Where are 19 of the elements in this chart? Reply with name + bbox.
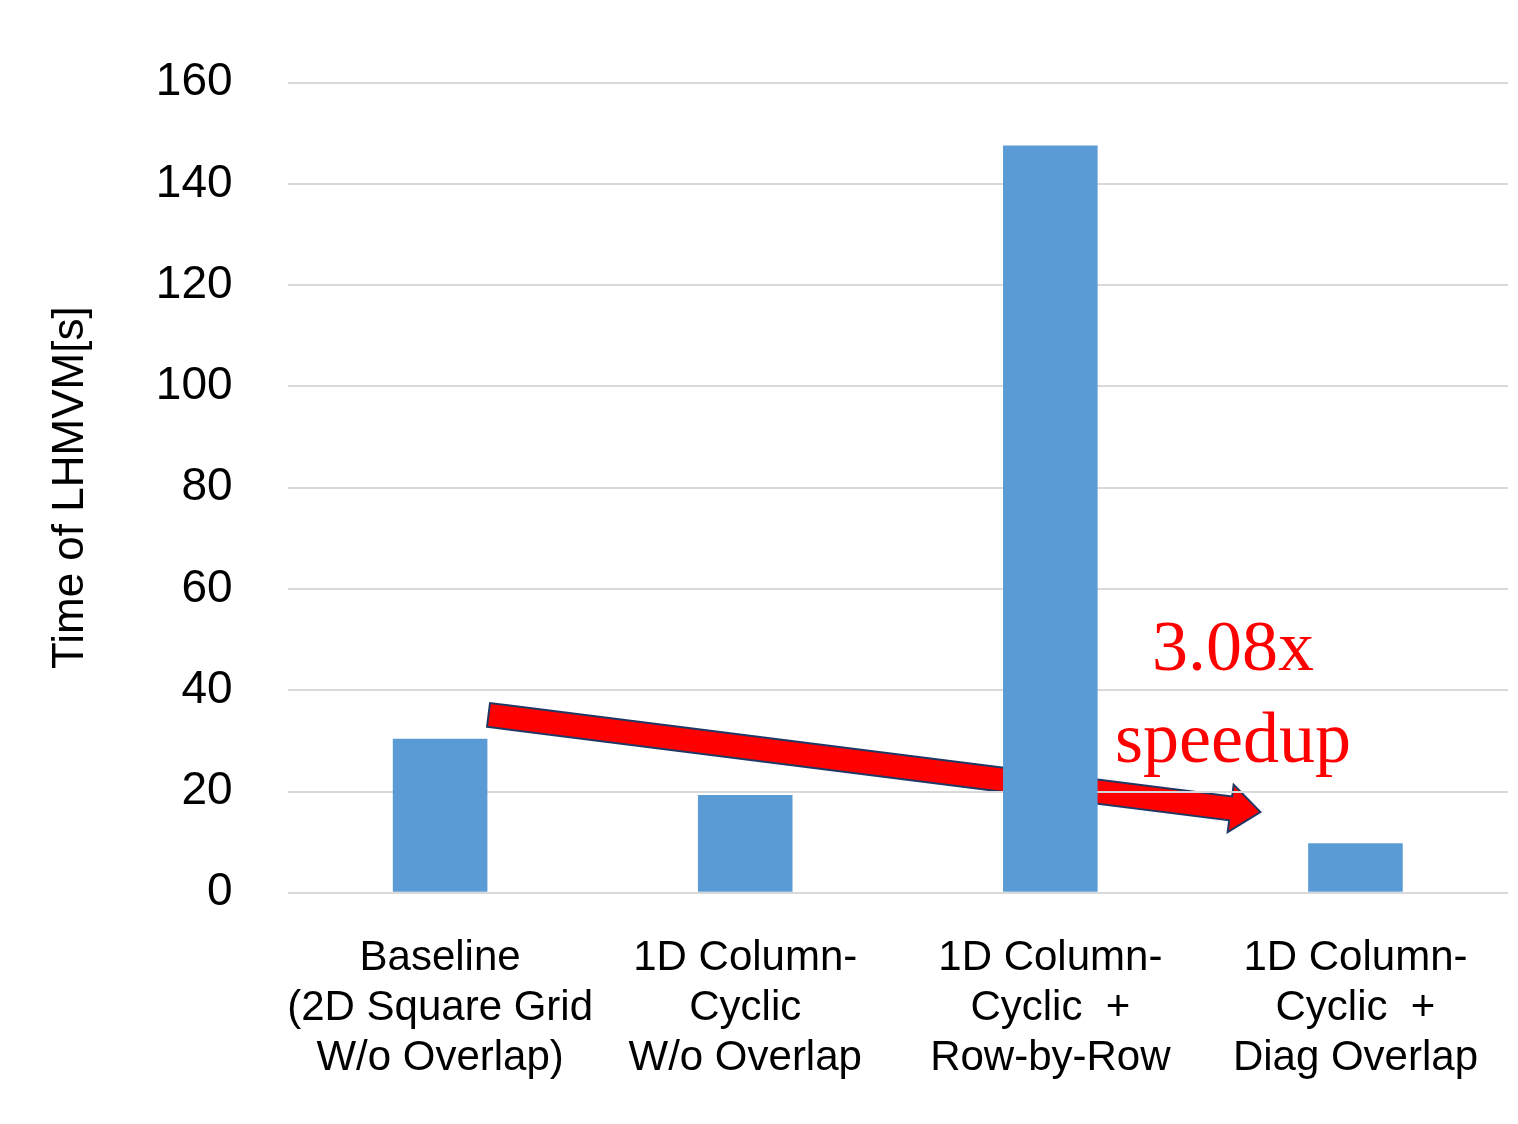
bar xyxy=(1308,843,1403,892)
bar xyxy=(1003,145,1098,892)
y-axis-title: Time of LHMVM[s] xyxy=(42,306,92,670)
y-tick-label: 120 xyxy=(155,255,233,308)
y-tick-label: 140 xyxy=(155,154,233,207)
y-tick-label: 40 xyxy=(181,660,233,713)
bar xyxy=(392,738,488,892)
y-tick-label: 160 xyxy=(155,53,233,106)
annotation: 3.08x speedup xyxy=(1115,606,1351,778)
y-tick-label: 60 xyxy=(181,559,233,612)
x-tick-label: 1D Column- Cyclic + Diag Overlap xyxy=(1232,931,1478,1080)
bar xyxy=(697,795,793,892)
y-tick-label: 80 xyxy=(181,458,233,511)
x-tick-label: 1D Column- Cyclic W/o Overlap xyxy=(628,931,862,1080)
y-tick-label: 0 xyxy=(206,863,233,916)
y-tick-label: 100 xyxy=(155,357,233,410)
y-tick-label: 20 xyxy=(181,762,233,815)
x-tick-label: Baseline (2D Square Grid W/o Overlap) xyxy=(287,931,593,1080)
x-tick-label: 1D Column- Cyclic + Row-by-Row xyxy=(930,931,1172,1080)
